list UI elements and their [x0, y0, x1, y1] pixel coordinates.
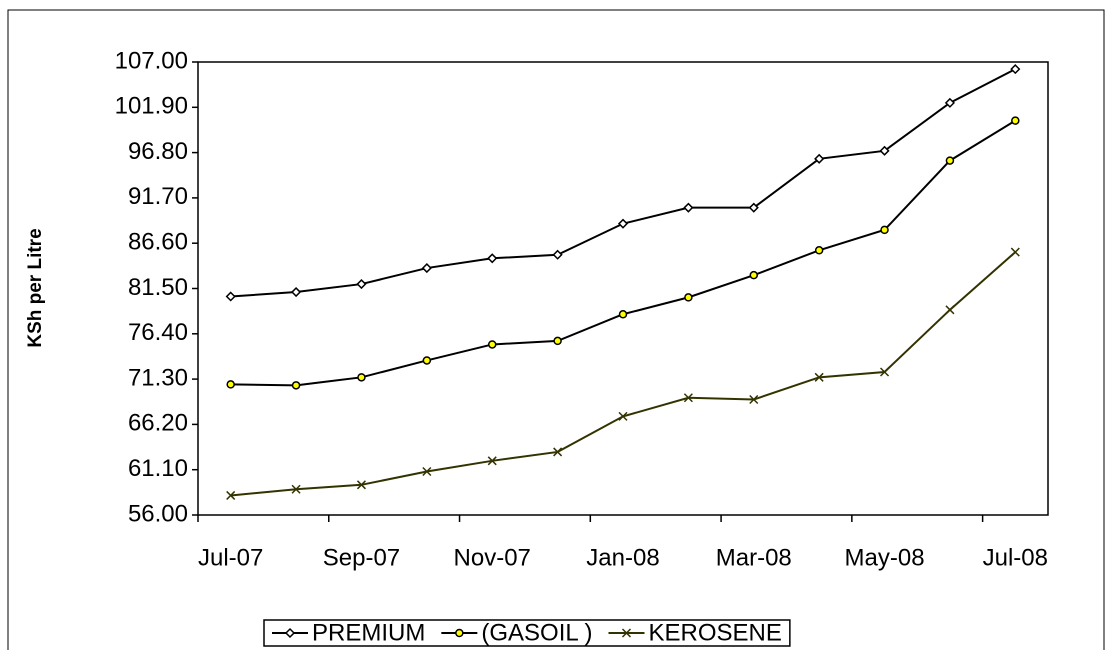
- marker: [1010, 247, 1020, 257]
- y-tick-label: 101.90: [115, 93, 188, 120]
- marker: [356, 278, 367, 290]
- legend-box: [263, 619, 791, 647]
- legend-text: PREMIUM: [312, 619, 425, 646]
- marker: [487, 253, 498, 264]
- marker: [814, 372, 824, 382]
- marker: [225, 291, 236, 302]
- marker: [422, 356, 432, 365]
- x-tick-label: Nov-07: [454, 544, 531, 571]
- y-axis-title: KSh per Litre: [25, 228, 46, 347]
- y-tick-label: 61.10: [128, 455, 188, 482]
- marker: [684, 293, 693, 302]
- x-tick-label: Jul-07: [198, 544, 263, 571]
- plot-area: [197, 61, 1049, 516]
- marker: [814, 153, 825, 164]
- marker: [879, 145, 890, 156]
- marker: [945, 305, 955, 315]
- marker: [814, 246, 824, 255]
- marker: [284, 627, 296, 639]
- marker: [1010, 64, 1021, 75]
- x-tick-label: Jan-08: [586, 544, 659, 571]
- y-tick-label: 91.70: [128, 183, 188, 210]
- marker: [455, 628, 464, 638]
- marker: [617, 218, 629, 229]
- marker: [356, 480, 366, 490]
- marker: [683, 393, 693, 403]
- x-tick-label: Jul-08: [983, 544, 1048, 571]
- marker: [748, 202, 759, 213]
- marker: [422, 466, 432, 477]
- marker: [621, 628, 632, 638]
- marker: [683, 202, 694, 213]
- legend: PREMIUM (GASOIL ) KEROSENE: [263, 619, 791, 647]
- marker: [553, 447, 563, 457]
- marker: [226, 490, 236, 500]
- marker: [944, 97, 955, 108]
- marker: [291, 286, 302, 298]
- marker: [618, 310, 628, 319]
- marker: [487, 340, 497, 349]
- y-tick-label: 86.60: [128, 229, 188, 256]
- marker: [552, 249, 563, 260]
- marker: [226, 380, 235, 389]
- y-tick-label: 56.00: [128, 500, 188, 527]
- y-tick-label: 71.30: [128, 364, 188, 391]
- marker: [749, 270, 759, 280]
- y-tick-label: 66.20: [128, 410, 188, 437]
- marker: [357, 373, 366, 382]
- y-tick-label: 76.40: [128, 319, 188, 346]
- x-tick-label: Sep-07: [323, 544, 400, 571]
- marker: [880, 367, 890, 377]
- marker: [291, 484, 301, 494]
- y-tick-label: 96.80: [128, 138, 188, 165]
- marker: [1011, 116, 1020, 125]
- x-tick-label: Mar-08: [716, 544, 792, 571]
- marker: [421, 263, 432, 274]
- marker: [618, 411, 628, 421]
- y-tick-label: 81.50: [128, 274, 188, 301]
- marker: [945, 156, 955, 165]
- legend-text: (GASOIL ): [481, 619, 592, 646]
- marker: [880, 225, 889, 235]
- y-tick-label: 107.00: [115, 47, 188, 74]
- marker: [553, 336, 562, 346]
- legend-text: KEROSENE: [648, 619, 781, 646]
- x-tick-label: May-08: [845, 544, 925, 571]
- marker: [291, 381, 301, 390]
- marker: [487, 456, 497, 466]
- marker: [749, 394, 759, 405]
